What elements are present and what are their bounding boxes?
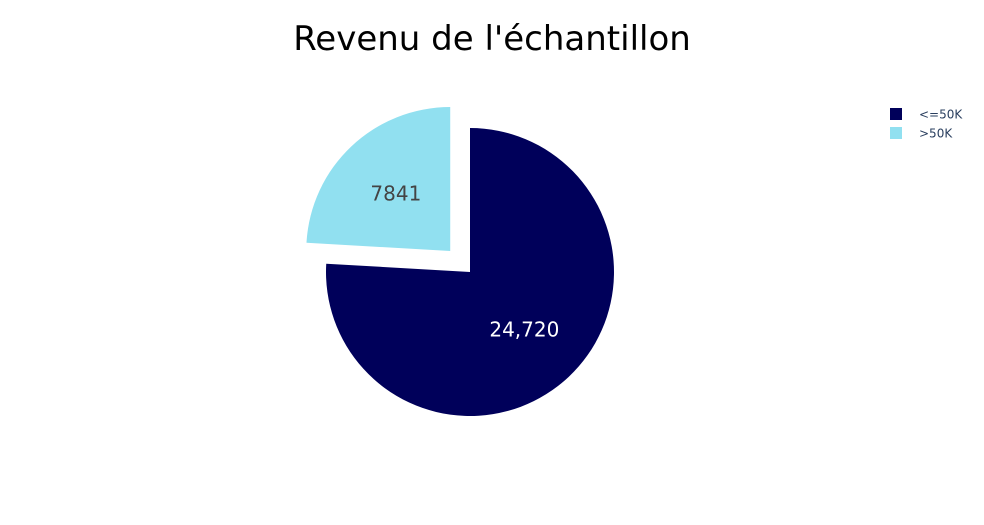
pie-slices [306,107,614,416]
legend-label[interactable]: <=50K [919,108,963,122]
legend-label[interactable]: >50K [919,127,953,141]
pie-slice-gt-50k [306,107,451,252]
pie-slice-value-label: 24,720 [489,318,559,342]
legend: <=50K >50K [890,108,963,141]
pie-slice-value-label: 7841 [370,181,421,205]
chart-title: Revenu de l'échantillon [293,19,691,59]
pie-slice-le-50k [325,128,614,416]
legend-swatch[interactable] [890,108,902,120]
legend-swatch[interactable] [890,127,902,139]
pie-slice-labels: 24,720 7841 [370,181,559,341]
